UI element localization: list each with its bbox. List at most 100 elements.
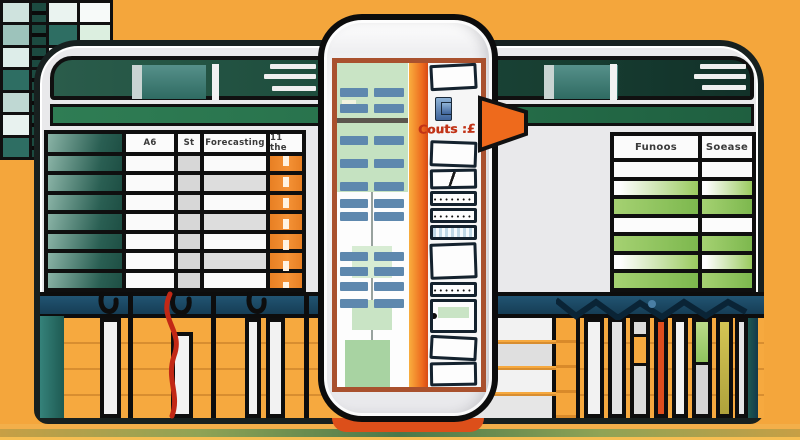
phone-card-dots: ••••••••• bbox=[430, 282, 477, 297]
phone-card-diag bbox=[429, 168, 478, 190]
table-cell bbox=[126, 233, 174, 250]
phone-card-plain bbox=[429, 242, 478, 280]
grid-line bbox=[304, 292, 309, 418]
screen-list-bar bbox=[374, 159, 404, 168]
phone-card-label: Couts :£ 1 bbox=[418, 119, 489, 139]
pane-divider bbox=[371, 63, 373, 387]
wire-hooks-icon bbox=[98, 291, 267, 316]
right-toolbar-button[interactable] bbox=[544, 65, 618, 99]
chart-bar bbox=[735, 318, 748, 418]
mosaic-cell bbox=[3, 3, 29, 23]
mosaic-cell bbox=[32, 25, 46, 45]
screen-block bbox=[345, 340, 390, 387]
orange-column-dashes bbox=[283, 156, 289, 288]
screen-block bbox=[337, 118, 408, 123]
screen-list-bar bbox=[374, 199, 404, 208]
bottom-accent-strip bbox=[0, 429, 800, 437]
mosaic-cell bbox=[3, 92, 29, 113]
phone-card-plain bbox=[429, 334, 478, 362]
screen-list-bar bbox=[340, 199, 368, 208]
chart-bar bbox=[584, 318, 604, 418]
column-header-cell: A6 bbox=[126, 134, 174, 152]
table-cell bbox=[204, 253, 266, 269]
screen-list-bar bbox=[340, 88, 368, 97]
column-header-cell: Forecasting bbox=[204, 134, 266, 152]
screen-list-bar bbox=[374, 182, 404, 191]
phone-card-plain bbox=[429, 62, 478, 92]
table-cell bbox=[126, 214, 174, 230]
right-sheet-table: Funoos Soease bbox=[610, 132, 756, 292]
red-wire-icon bbox=[164, 291, 179, 419]
mosaic-cell bbox=[3, 25, 29, 45]
row-header-cell bbox=[48, 134, 122, 152]
table-cell bbox=[204, 194, 266, 211]
left-menu-icon[interactable] bbox=[260, 60, 316, 96]
row-header-cell bbox=[48, 194, 122, 211]
column-header-cell: Soease bbox=[702, 136, 752, 158]
screen-list-bar bbox=[340, 104, 368, 113]
left-sheet-table: A6 St Forecasting 11 the bbox=[44, 130, 306, 292]
grid-line bbox=[128, 292, 133, 418]
screen-list-bar bbox=[374, 299, 404, 308]
right-menu-icon[interactable] bbox=[690, 60, 746, 96]
bar-segment bbox=[696, 322, 708, 365]
row-header-cell bbox=[48, 156, 122, 172]
screen-list-bar bbox=[340, 267, 368, 276]
screen-list-bar bbox=[374, 212, 404, 221]
table-cell bbox=[178, 233, 200, 250]
mosaic-cell bbox=[3, 137, 29, 157]
chart-bar bbox=[266, 318, 285, 418]
chart-bar bbox=[100, 318, 121, 418]
chart-bar bbox=[608, 318, 626, 418]
table-cell bbox=[702, 217, 752, 233]
mosaic-cell bbox=[80, 3, 110, 23]
menu-line bbox=[264, 74, 316, 79]
column-header-cell: Funoos bbox=[614, 136, 698, 158]
menu-line bbox=[272, 86, 316, 91]
table-cell bbox=[614, 180, 698, 196]
orange-column bbox=[556, 318, 580, 418]
table-cell bbox=[702, 162, 752, 177]
row-header-cell bbox=[48, 214, 122, 230]
right-teal-band bbox=[748, 318, 758, 418]
screen-list-bar bbox=[340, 159, 368, 168]
table-cell bbox=[126, 253, 174, 269]
screen-list-bar bbox=[340, 182, 368, 191]
table-cell bbox=[178, 194, 200, 211]
screen-list-bar bbox=[374, 104, 404, 113]
menu-line bbox=[702, 85, 746, 90]
phone-card-plain bbox=[429, 140, 478, 168]
left-toolbar-divider bbox=[212, 64, 219, 100]
screen-list-bar bbox=[374, 267, 404, 276]
phone-cards-pane: Couts :£ 1 ••••••••• ••••••••• ••••••••• bbox=[418, 62, 489, 387]
screen-list-bar bbox=[340, 252, 368, 261]
menu-line bbox=[700, 64, 746, 69]
phone-card-green bbox=[430, 299, 477, 333]
zigzag-drape-icon bbox=[556, 297, 748, 320]
menu-line bbox=[694, 74, 746, 79]
phone-card-dots: ••••••••• bbox=[430, 208, 477, 223]
chart-bar bbox=[245, 318, 261, 418]
table-cell bbox=[614, 254, 698, 270]
table-cell bbox=[614, 162, 698, 177]
mosaic-cell bbox=[32, 3, 46, 23]
chart-bar bbox=[716, 318, 733, 418]
table-cell bbox=[702, 236, 752, 251]
right-toolbar-divider bbox=[610, 64, 617, 100]
table-cell bbox=[178, 272, 200, 288]
table-cell bbox=[126, 156, 174, 172]
screen-list-bar bbox=[340, 212, 368, 221]
table-cell bbox=[204, 214, 266, 230]
grid-line bbox=[211, 292, 216, 418]
phone-card-chip[interactable] bbox=[435, 97, 452, 121]
phone-orange-divider bbox=[409, 63, 428, 387]
row-header-cell bbox=[48, 233, 122, 250]
screen-list-bar bbox=[374, 252, 404, 261]
chart-bar bbox=[672, 318, 688, 418]
bar-segment bbox=[634, 334, 646, 366]
blue-chip-button[interactable] bbox=[441, 102, 451, 115]
table-cell bbox=[614, 217, 698, 233]
left-toolbar-button[interactable] bbox=[132, 65, 206, 99]
bottom-highlight-strip bbox=[0, 437, 800, 440]
screen-block bbox=[337, 123, 408, 192]
